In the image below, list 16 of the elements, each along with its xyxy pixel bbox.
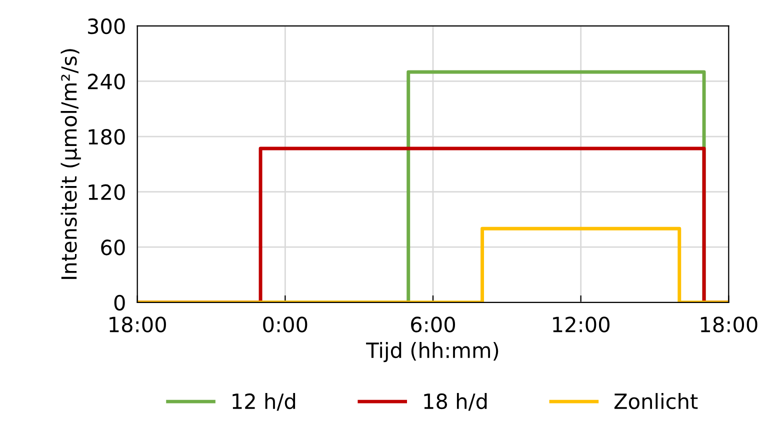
legend-label: Zonlicht	[614, 393, 698, 410]
x-axis-title: Tijd (hh:mm)	[366, 342, 498, 362]
y-tick-label: 240	[88, 74, 125, 90]
x-tick-label: 6:00	[411, 316, 456, 332]
legend-label: 18 h/d	[424, 393, 487, 411]
y-tick-label: 0	[114, 294, 125, 311]
y-tick-label: 120	[88, 184, 125, 200]
x-tick-label: 18:00	[700, 316, 758, 332]
y-tick-label: 60	[101, 240, 125, 256]
y-tick-label: 300	[88, 18, 125, 34]
legend-label: 12 h/d	[232, 393, 296, 411]
x-tick-label: 12:00	[553, 316, 610, 332]
x-tick-label: 0:00	[263, 316, 308, 332]
y-axis-title: Intensiteit (µmol/m²/s)	[60, 49, 81, 279]
y-tick-label: 180	[88, 128, 125, 145]
x-tick-label: 18:00	[110, 316, 166, 332]
